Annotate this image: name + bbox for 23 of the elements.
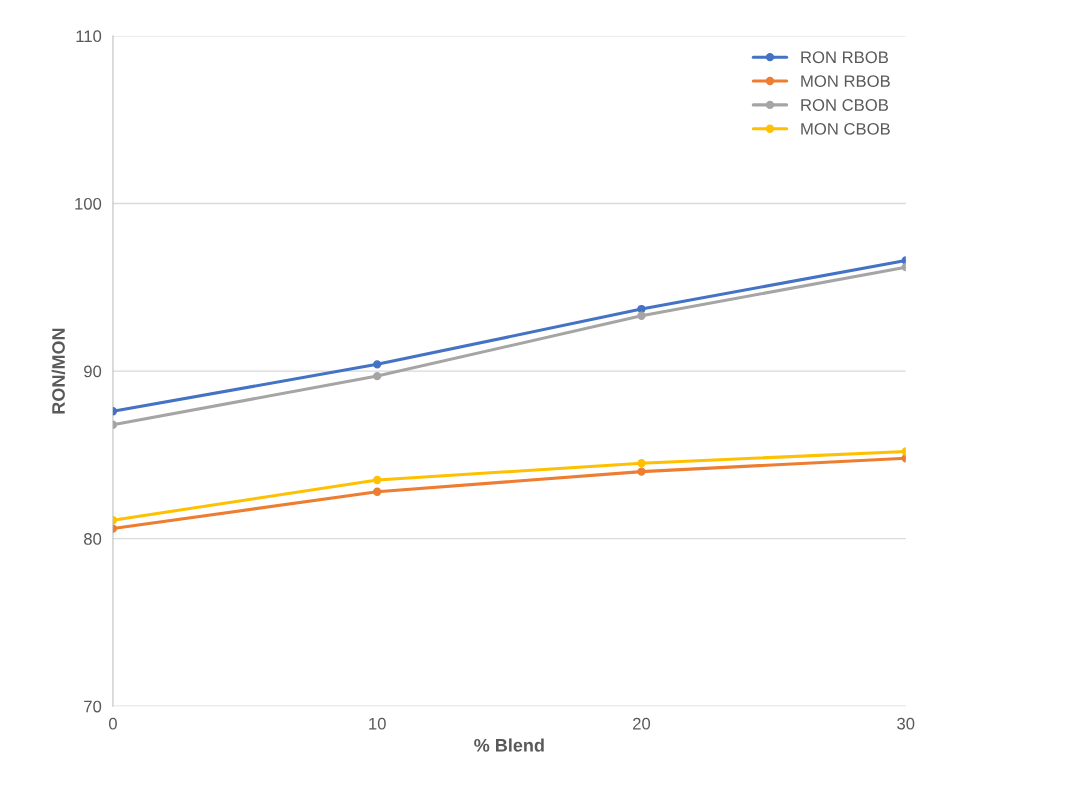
point bbox=[373, 475, 382, 485]
legend-label: MON RBOB bbox=[801, 75, 890, 88]
point bbox=[637, 459, 646, 468]
point bbox=[373, 371, 382, 381]
point bbox=[637, 304, 646, 314]
y-tick-label: 70 bbox=[84, 700, 102, 713]
point bbox=[373, 487, 382, 496]
legend-label: RON CBOB bbox=[801, 99, 888, 111]
legend-label: MON CBOB bbox=[801, 122, 890, 135]
legend-label: RON RBOB bbox=[801, 51, 888, 64]
point bbox=[637, 311, 646, 320]
point bbox=[373, 360, 382, 369]
y-tick-label: 90 bbox=[84, 365, 102, 378]
x-axis-title: % Blend bbox=[474, 738, 544, 752]
y-tick-label: 100 bbox=[75, 197, 102, 210]
x-tick-label: 0 bbox=[108, 717, 117, 730]
x-tick-label: 30 bbox=[897, 717, 915, 730]
x-tick-label: 20 bbox=[633, 717, 651, 730]
y-tick-label: 110 bbox=[76, 30, 102, 43]
x-tick-label: 10 bbox=[369, 717, 386, 730]
point bbox=[637, 467, 646, 476]
y-axis-title: RON/MON bbox=[51, 328, 66, 414]
y-tick-label: 80 bbox=[84, 533, 102, 545]
